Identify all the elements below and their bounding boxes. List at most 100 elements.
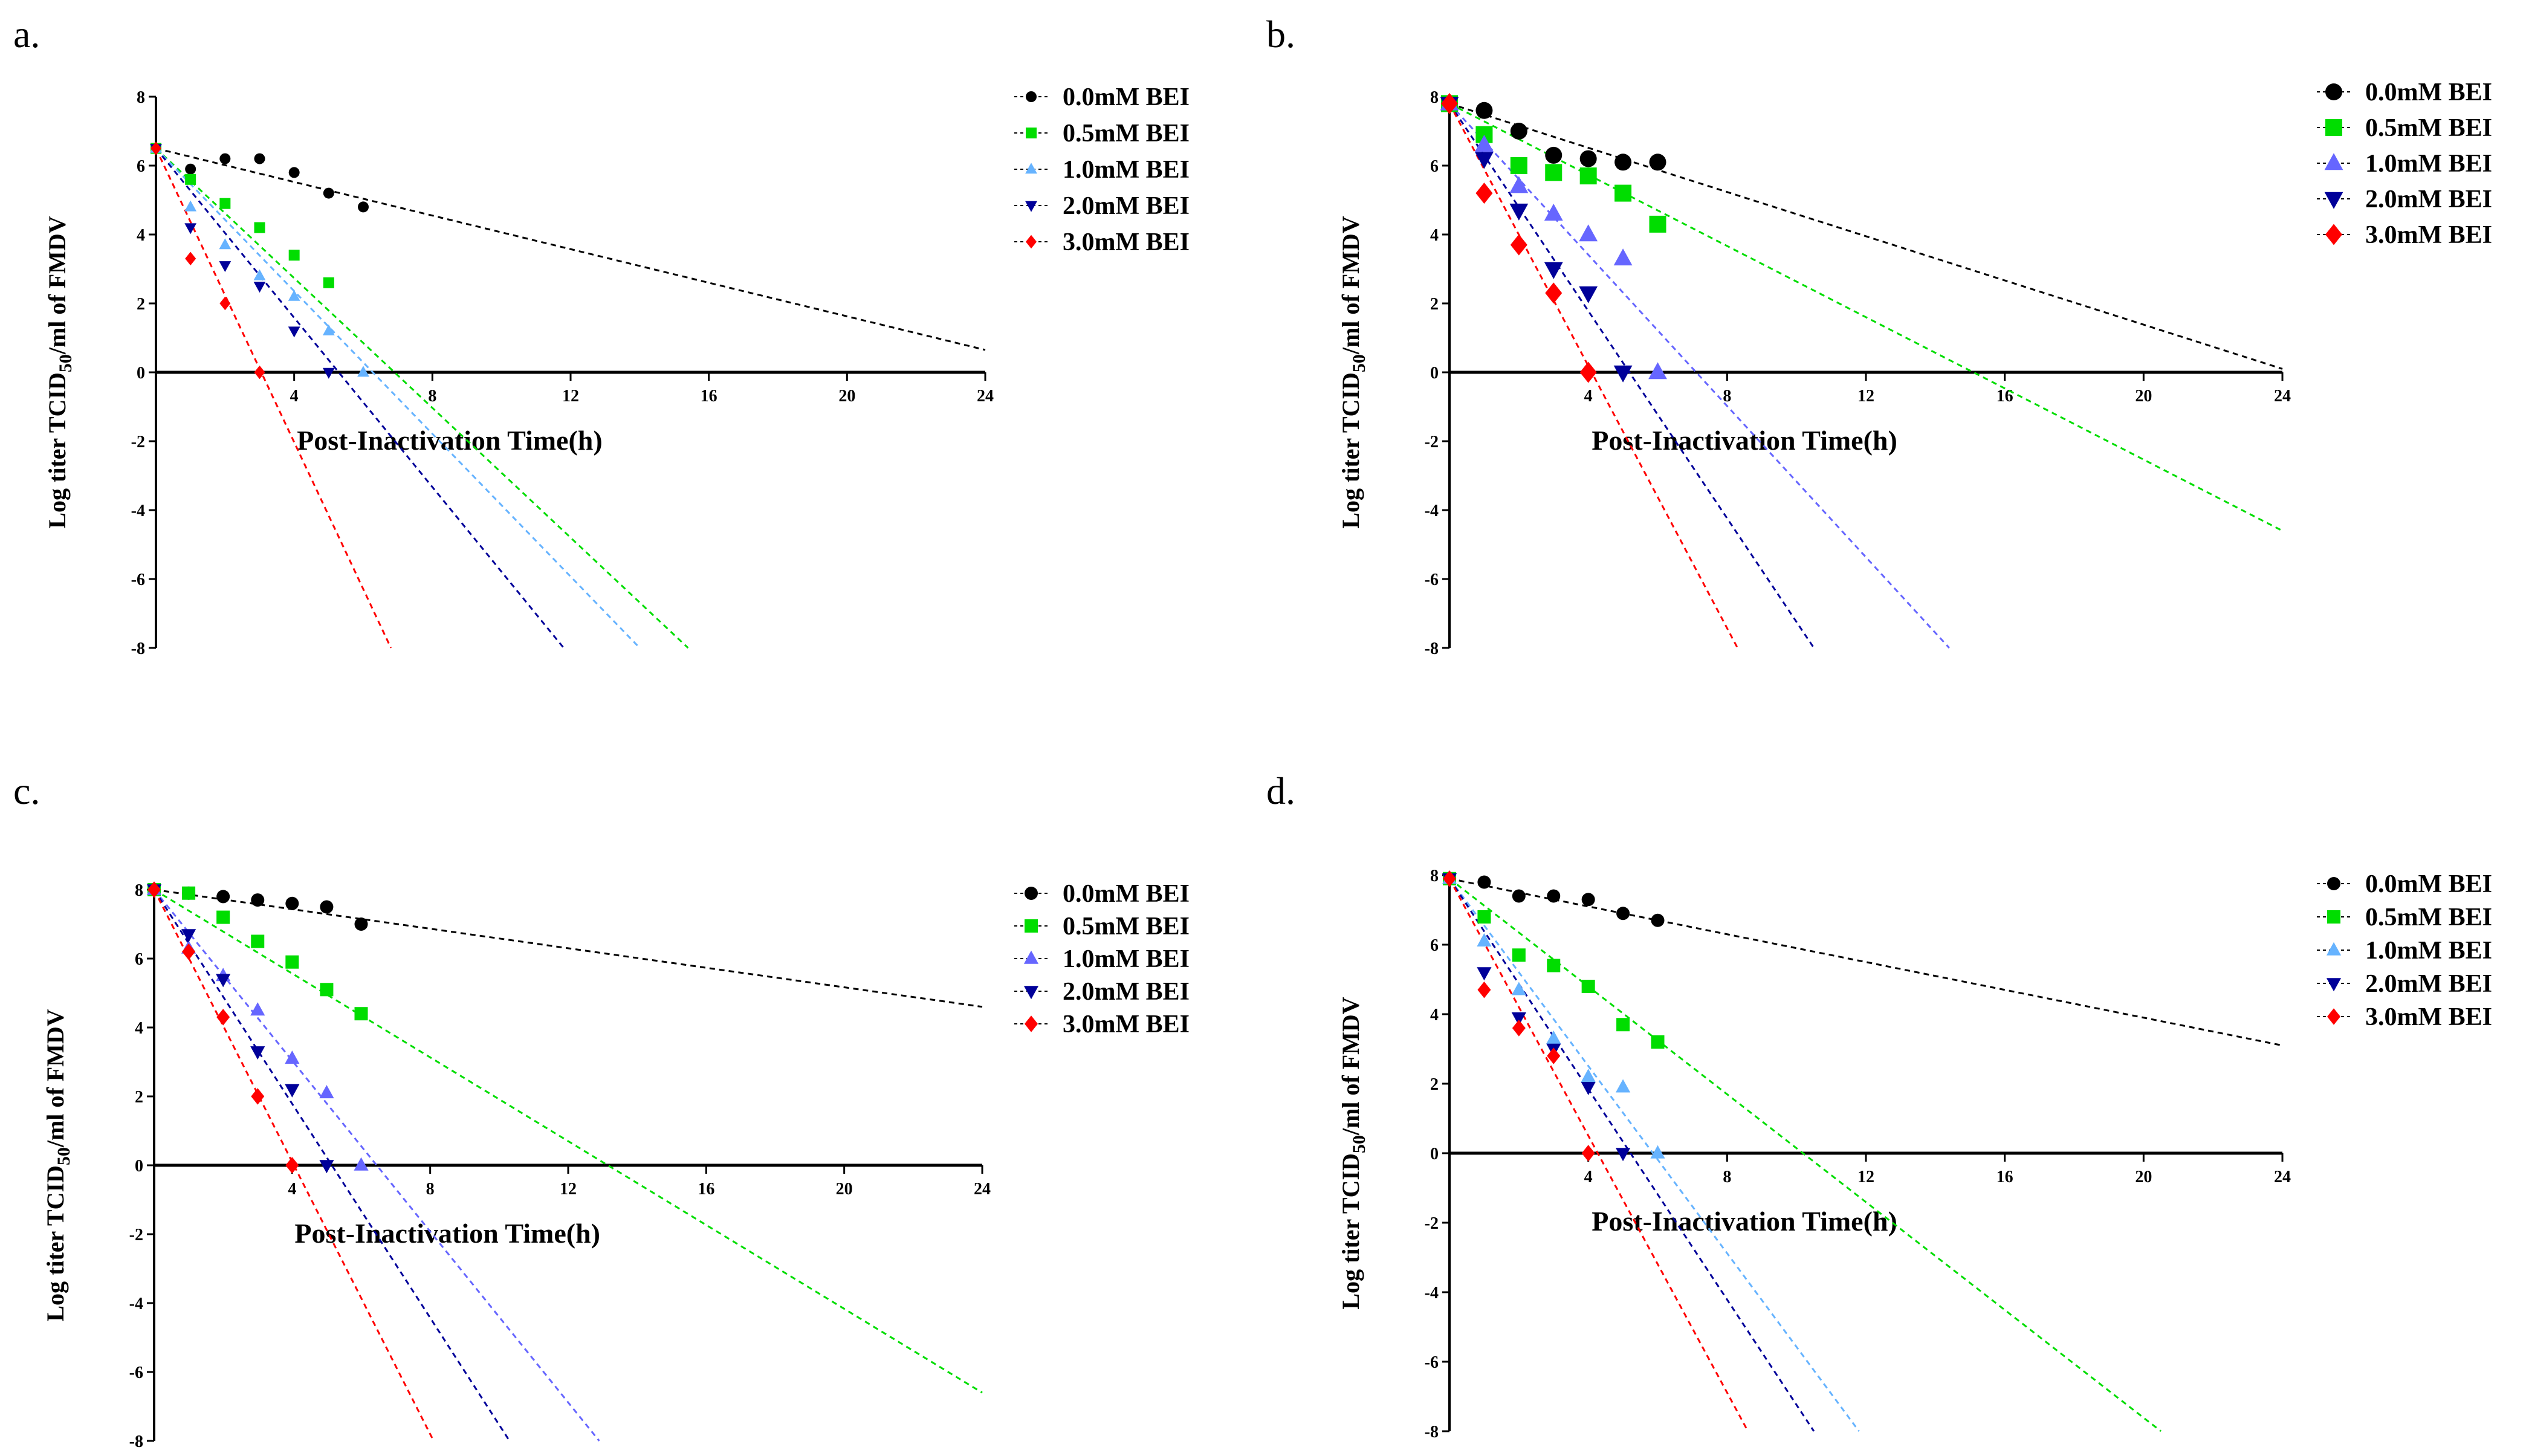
legend-label: 2.0mM BEI: [2365, 970, 2492, 998]
x-axis-title: Post-Inactivation Time(h): [294, 1218, 600, 1249]
legend-label: 0.5mM BEI: [2365, 904, 2492, 931]
legend-marker: [1026, 128, 1037, 138]
legend-marker: [2327, 877, 2340, 890]
data-point: [1545, 146, 1563, 164]
data-point: [1581, 980, 1595, 993]
data-point: [181, 929, 196, 943]
data-point: [1581, 1145, 1595, 1162]
data-point: [1649, 215, 1666, 233]
data-point: [1581, 1081, 1596, 1095]
panel-letter: b.: [1266, 13, 1295, 56]
data-point: [1510, 157, 1527, 174]
x-tick-label: 16: [1997, 1168, 2013, 1186]
y-tick-label: 4: [1430, 226, 1439, 245]
legend-label: 3.0mM BEI: [1063, 1011, 1190, 1038]
data-point: [354, 917, 368, 931]
data-point: [1581, 893, 1595, 907]
fit-line: [155, 147, 986, 351]
legend-marker: [1025, 163, 1037, 174]
y-tick-label: 0: [137, 364, 145, 383]
legend-marker: [1025, 1015, 1038, 1032]
y-tick-label: 8: [135, 881, 143, 900]
legend-marker: [1023, 950, 1039, 964]
data-point: [254, 222, 265, 233]
legend-label: 0.5mM BEI: [2365, 114, 2492, 142]
data-point: [357, 366, 369, 377]
data-point: [1546, 1031, 1561, 1044]
x-tick-label: 20: [2135, 1168, 2152, 1186]
x-tick-label: 12: [562, 387, 579, 406]
legend-marker: [1025, 201, 1037, 212]
legend-label: 0.5mM BEI: [1063, 913, 1190, 940]
y-tick-label: 2: [137, 295, 145, 314]
data-point: [358, 201, 369, 213]
data-point: [185, 251, 196, 266]
y-tick-label: -6: [131, 571, 145, 589]
data-point: [1545, 282, 1563, 304]
legend-label: 2.0mM BEI: [1063, 192, 1190, 220]
y-tick-label: 2: [1430, 295, 1439, 314]
data-point: [1547, 1047, 1561, 1064]
x-tick-label: 4: [290, 387, 299, 406]
data-point: [1579, 167, 1597, 185]
data-point: [254, 153, 265, 164]
y-tick-label: -2: [1425, 433, 1439, 451]
y-tick-label: -4: [129, 1295, 143, 1313]
y-tick-label: -4: [1425, 1284, 1439, 1302]
fit-line: [155, 147, 689, 649]
y-tick-label: 8: [137, 88, 145, 107]
fit-line: [1449, 878, 2283, 1047]
data-point: [1545, 164, 1563, 181]
legend-marker: [2325, 224, 2342, 245]
data-point: [1441, 92, 1458, 114]
x-tick-label: 20: [836, 1180, 853, 1199]
x-tick-label: 12: [1857, 387, 1874, 406]
legend-marker: [2325, 83, 2342, 100]
y-tick-label: -8: [131, 639, 145, 658]
data-point: [354, 1007, 368, 1021]
data-point: [1509, 176, 1529, 193]
x-tick-label: 4: [1584, 387, 1593, 406]
x-tick-label: 16: [698, 1180, 714, 1199]
data-point: [1581, 1069, 1596, 1082]
legend-marker: [2326, 942, 2342, 956]
data-point: [1477, 982, 1491, 998]
data-point: [1651, 1035, 1665, 1049]
data-point: [320, 900, 334, 914]
x-tick-label: 8: [1723, 1168, 1731, 1186]
data-point: [1613, 248, 1633, 266]
y-tick-label: -8: [129, 1432, 143, 1451]
x-tick-label: 24: [2274, 1168, 2291, 1186]
data-point: [254, 365, 265, 380]
data-point: [250, 1046, 265, 1060]
fit-line: [1448, 878, 1749, 1432]
y-axis-title: Log titer TCID50/ml of FMDV: [44, 216, 76, 528]
data-point: [216, 890, 230, 904]
legend-marker: [2324, 153, 2343, 170]
data-point: [216, 910, 230, 924]
y-tick-label: -2: [129, 1226, 143, 1244]
y-tick-label: 6: [137, 157, 145, 176]
data-point: [251, 934, 265, 948]
data-point: [250, 1002, 265, 1016]
data-point: [1547, 959, 1561, 972]
data-point: [1510, 123, 1527, 140]
data-point: [285, 1050, 300, 1064]
x-tick-label: 24: [974, 1180, 991, 1199]
data-point: [1475, 183, 1493, 204]
data-point: [1509, 203, 1529, 221]
y-tick-label: 8: [1430, 88, 1439, 107]
data-point: [1579, 224, 1598, 242]
data-point: [1477, 910, 1491, 924]
y-tick-label: 6: [1430, 157, 1439, 176]
data-point: [182, 886, 196, 900]
data-point: [320, 983, 334, 997]
data-point: [1649, 154, 1666, 171]
data-point: [1443, 870, 1456, 887]
data-point: [288, 167, 300, 178]
legend-marker: [2326, 978, 2342, 992]
